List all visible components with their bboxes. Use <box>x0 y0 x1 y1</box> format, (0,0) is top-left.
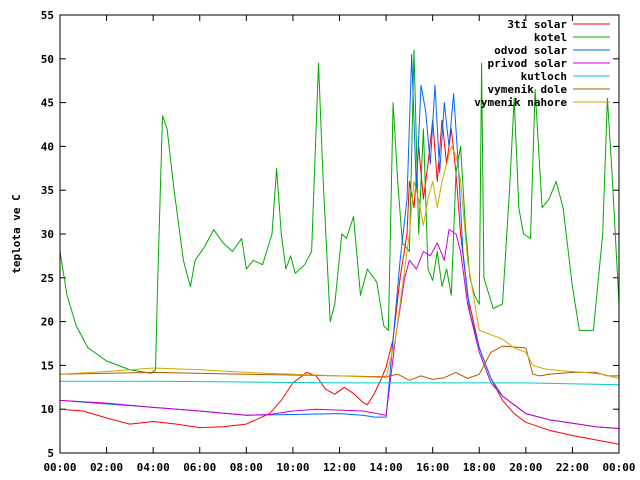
legend-label: vymenik dole <box>488 83 568 96</box>
series-line-5 <box>59 345 619 381</box>
y-tick-label: 45 <box>41 97 54 110</box>
y-tick-label: 10 <box>41 403 54 416</box>
x-tick-label: 12:00 <box>323 461 356 474</box>
plot-frame <box>59 14 620 454</box>
y-tick-label: 35 <box>41 184 54 197</box>
legend-label: kutloch <box>521 70 567 83</box>
legend-label: kotel <box>534 31 567 44</box>
y-tick-label: 30 <box>41 228 54 241</box>
y-tick-label: 55 <box>41 9 54 22</box>
series-line-6 <box>59 145 620 379</box>
x-tick-label: 04:00 <box>137 461 170 474</box>
x-tick-label: 14:00 <box>370 461 403 474</box>
series-line-1 <box>59 49 620 374</box>
y-tick-label: 50 <box>41 53 54 66</box>
x-tick-label: 08:00 <box>230 461 263 474</box>
x-tick-label: 10:00 <box>276 461 309 474</box>
legend-label: vymenik nahore <box>474 96 567 109</box>
x-tick-label: 02:00 <box>90 461 123 474</box>
series-lines <box>59 49 620 445</box>
x-tick-label: 06:00 <box>183 461 216 474</box>
axis-ticks <box>59 14 620 454</box>
y-tick-label: 25 <box>41 272 54 285</box>
x-tick-label: 16:00 <box>416 461 449 474</box>
x-tick-labels: 00:00 02:00 04:00 06:00 08:00 10:00 12:00 14:00… <box>43 461 635 474</box>
y-tick-label: 15 <box>41 359 54 372</box>
legend-label: odvod solar <box>494 44 567 57</box>
y-axis-label: teplota ve C <box>10 194 23 273</box>
y-tick-label: 20 <box>41 316 54 329</box>
legend-label: privod solar <box>488 57 568 70</box>
y-tick-labels: 5 10 15 20 25 30 35 40 45 50 55 <box>41 9 54 460</box>
x-tick-label: 00:00 <box>43 461 76 474</box>
legend-label: 3ti solar <box>507 18 567 31</box>
y-tick-label: 40 <box>41 140 54 153</box>
series-line-3 <box>59 229 620 429</box>
x-tick-label: 22:00 <box>556 461 589 474</box>
y-tick-label: 5 <box>47 447 54 460</box>
x-tick-label: 18:00 <box>463 461 496 474</box>
x-tick-label: 20:00 <box>509 461 542 474</box>
series-line-4 <box>60 380 620 386</box>
x-tick-label: 00:00 <box>602 461 635 474</box>
